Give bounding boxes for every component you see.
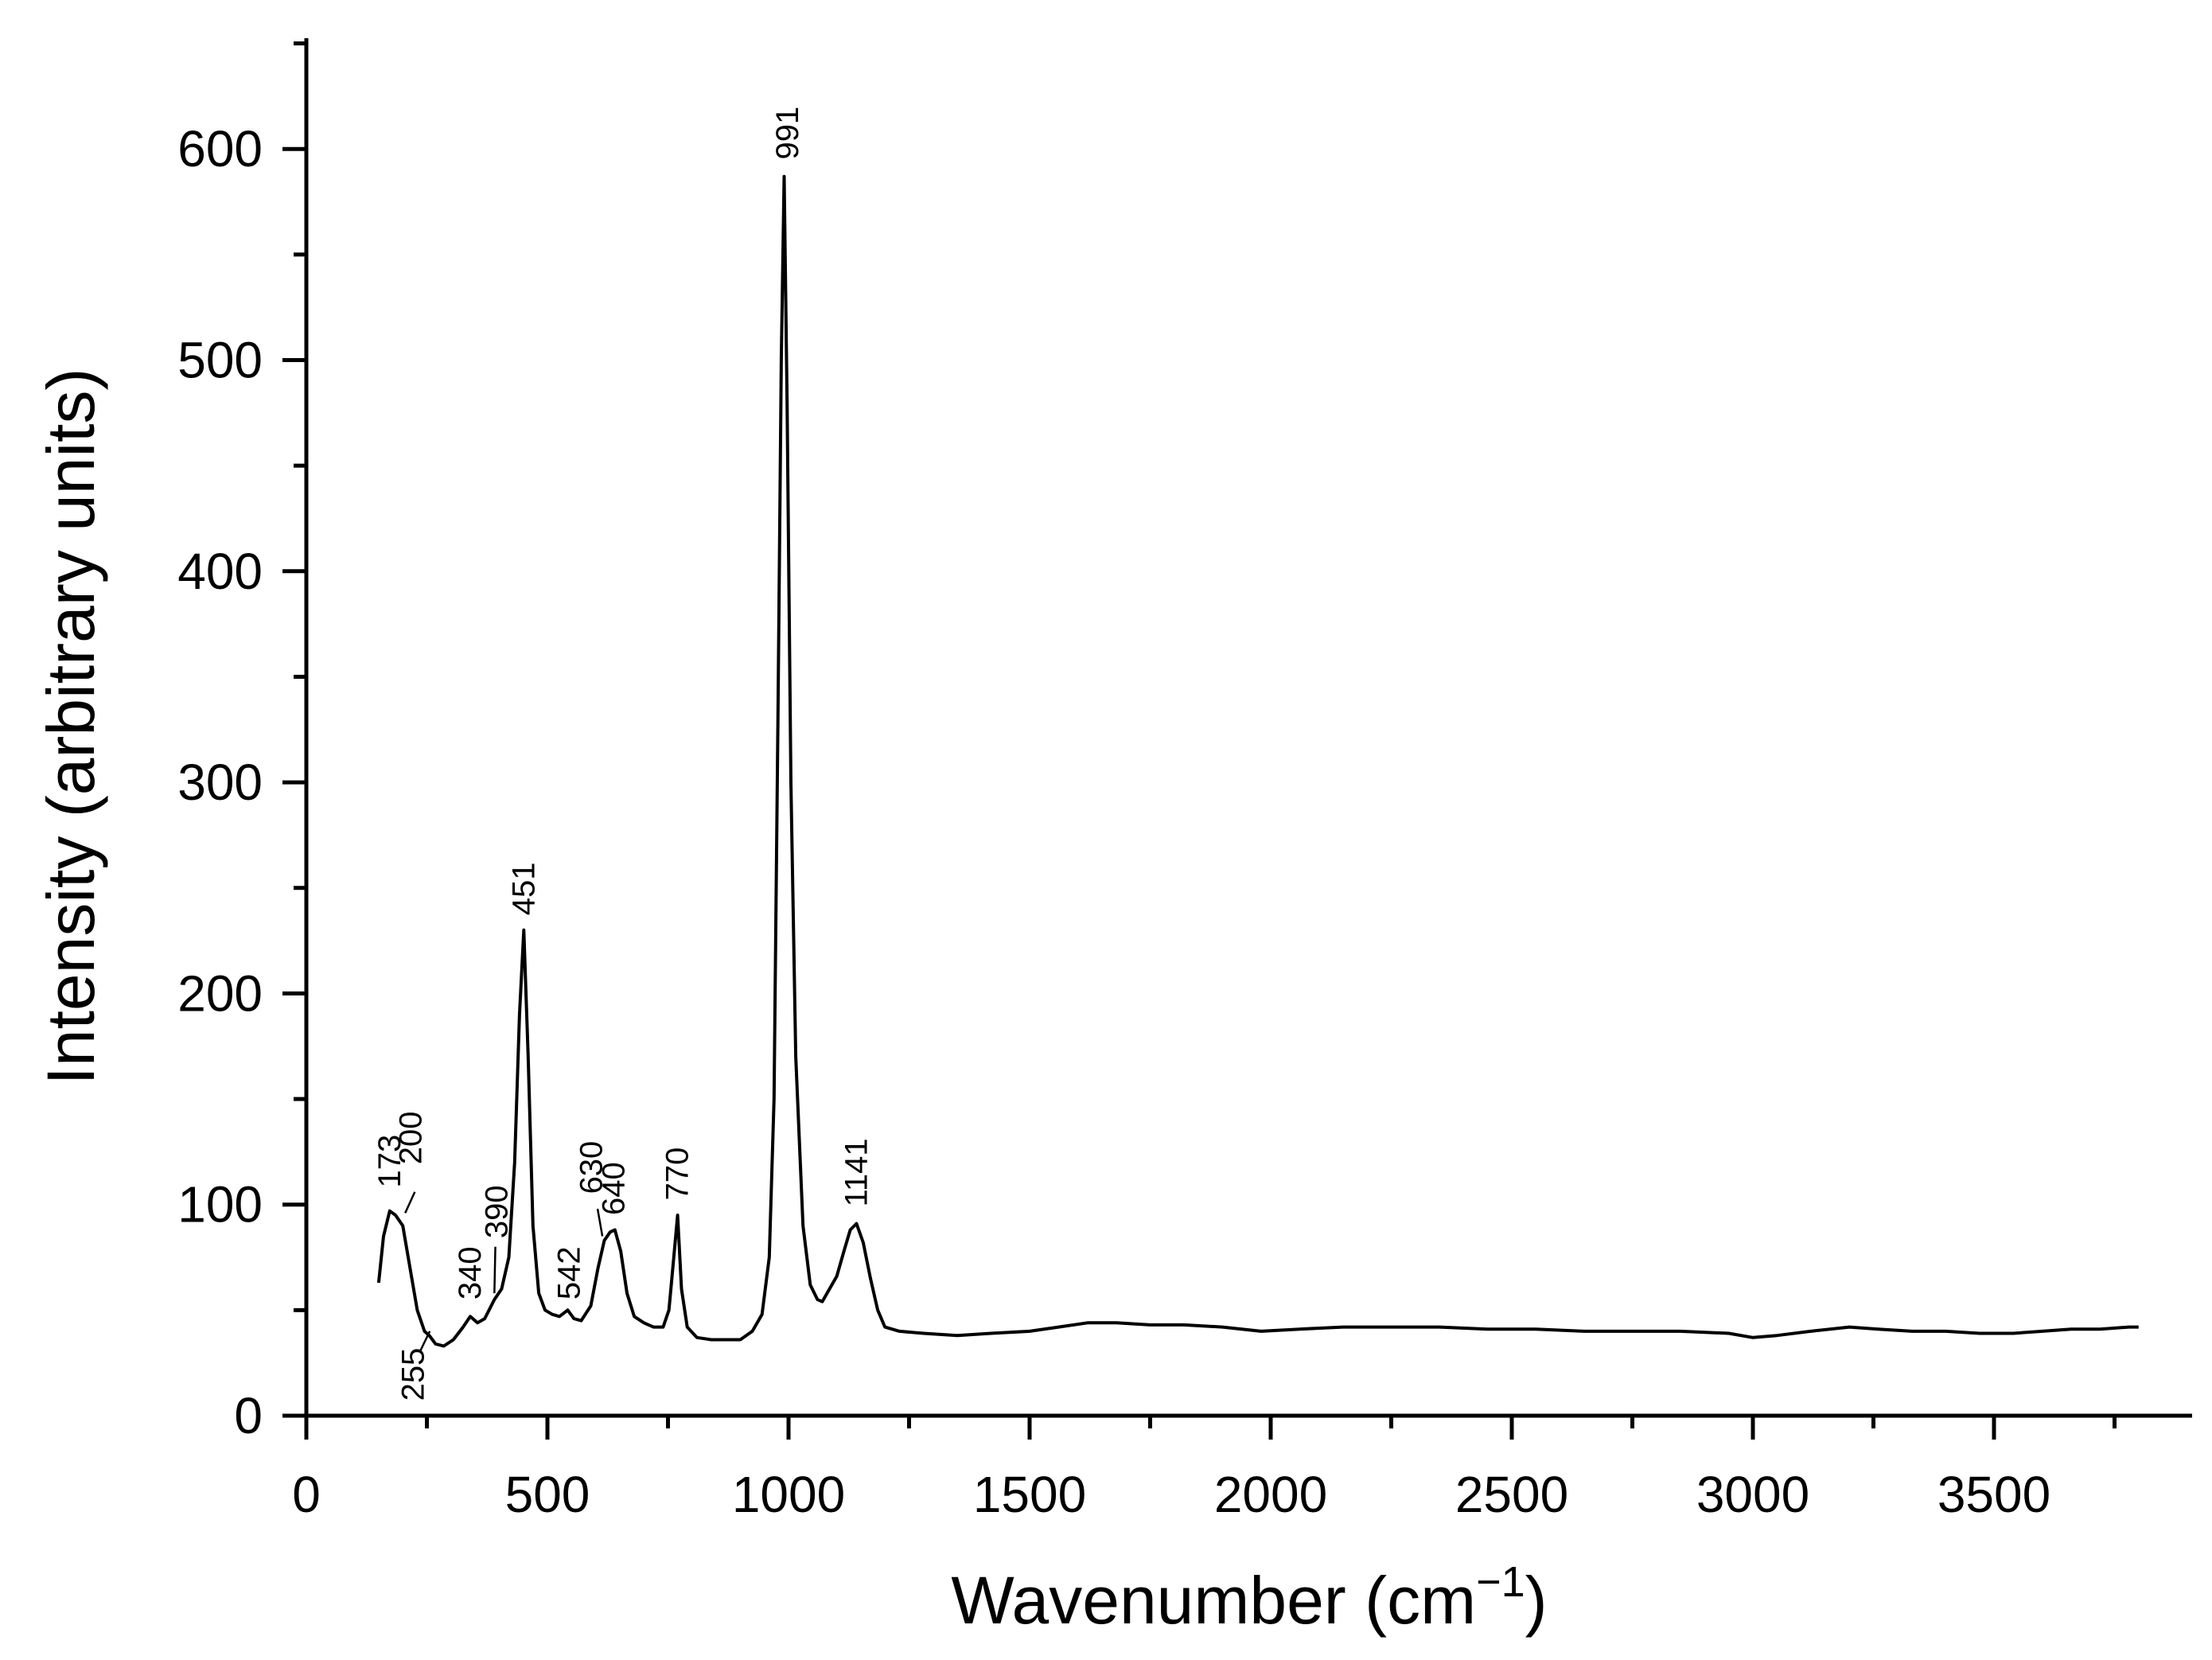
y-axis-ticks: 0 100 200 300 400 500 600 [177, 41, 306, 1444]
peak-label-451: 451 [506, 862, 541, 915]
x-tick-label: 2500 [1455, 1466, 1568, 1523]
spectrum-series-line [376, 174, 2139, 1348]
peak-label-1141: 1141 [839, 1138, 874, 1206]
y-axis-title: Intensity (arbitrary units) [33, 368, 108, 1085]
x-tick-label: 0 [292, 1466, 321, 1523]
y-tick-label: 600 [177, 120, 263, 177]
x-tick-label: 1500 [973, 1466, 1086, 1523]
x-axis-ticks: 0 500 1000 1500 2000 2500 3000 3500 [292, 1416, 2117, 1523]
x-tick-label: 500 [505, 1466, 590, 1523]
peak-label-542: 542 [551, 1246, 586, 1300]
x-tick-label: 2000 [1214, 1466, 1327, 1523]
x-axis-title-close: ) [1525, 1563, 1548, 1638]
peak-label-770: 770 [660, 1148, 695, 1201]
peak-label-340: 340 [453, 1246, 488, 1300]
y-tick-label: 500 [177, 332, 263, 389]
y-tick-label: 400 [177, 543, 263, 600]
plot-area [376, 174, 2139, 1348]
peak-label-173: 173 [372, 1135, 407, 1188]
x-axis-title-superscript: −1 [1476, 1558, 1525, 1606]
axes [304, 38, 2192, 1418]
y-tick-label: 100 [177, 1176, 263, 1233]
leader-200 [404, 1191, 416, 1214]
x-tick-label: 3500 [1937, 1466, 2050, 1523]
peak-label-390: 390 [479, 1185, 514, 1238]
peak-label-255: 255 [396, 1348, 431, 1401]
x-axis-title: Wavenumber (cm−1) [951, 1558, 1547, 1638]
x-tick-label: 1000 [732, 1466, 845, 1523]
y-tick-label: 200 [177, 964, 263, 1022]
leader-255 [419, 1331, 431, 1351]
x-axis-title-main: Wavenumber (cm [951, 1563, 1476, 1638]
y-tick-label: 0 [234, 1387, 263, 1444]
peak-label-630: 630 [574, 1141, 609, 1194]
y-tick-label: 300 [177, 754, 263, 811]
leader-390 [493, 1246, 497, 1294]
peak-label-200: 200 [394, 1112, 429, 1165]
x-tick-label: 3000 [1696, 1466, 1809, 1523]
peak-label-991: 991 [770, 107, 805, 160]
leader-630 [596, 1208, 604, 1237]
peak-label-640: 640 [597, 1162, 632, 1215]
